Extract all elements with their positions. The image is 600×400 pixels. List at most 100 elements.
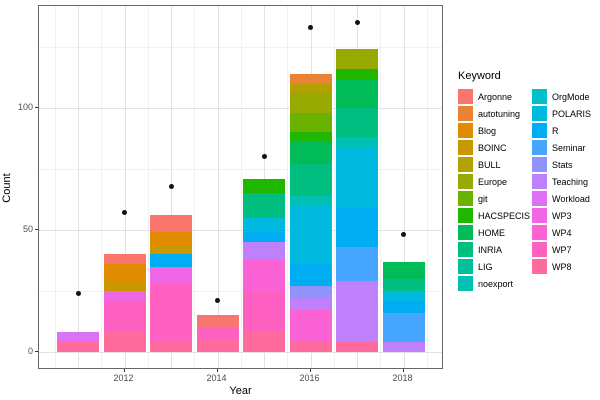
x-minor-gridline [333,6,335,368]
legend-item-Workload: Workload [532,190,600,207]
x-tick-mark [309,369,311,372]
data-point [308,24,313,30]
x-tick-mark [123,369,125,372]
legend-item-label: WP3 [552,210,572,221]
legend-item-label: Argonne [478,91,513,102]
bar-segment-WP7 [243,290,285,333]
legend-item-label: INRIA [478,244,503,255]
legend-item-LIG: LIG [458,258,532,275]
bar-segment-noexport [336,137,378,147]
legend-swatch [458,123,473,138]
y-axis-title: Count [1,173,13,203]
y-tick-label: 0 [27,346,33,356]
bar-segment-R [382,300,425,313]
bar-segment-Stats [289,286,332,299]
stacked-bar-2013 [150,215,192,352]
bar-segment-WP4 [243,259,285,291]
legend-swatch [458,140,473,155]
bar-segment-POLARIS [382,290,425,301]
bar-segment-Teaching [382,342,425,352]
bar-segment-WP8 [196,339,239,352]
bar-segment-Blog [103,264,146,282]
legend-item-label: Blog [478,125,497,136]
bar-segment-Europe [289,93,332,113]
bar-segment-BOINC [103,281,146,291]
bar-segment-WP7 [103,300,146,333]
stacked-bar-2012 [103,254,146,352]
bar-segment-Teaching [336,281,378,343]
legend-item-Europe: Europe [458,173,532,190]
legend-swatch [532,242,547,257]
bar-segment-POLARIS [243,217,285,233]
legend-item-label: LIG [478,261,493,272]
bar-segment-HOME [336,78,378,108]
bar-segment-Argonne [196,315,239,328]
legend-item-label: Teaching [552,176,589,187]
bar-segment-WP3 [103,290,146,301]
data-point [122,210,127,216]
x-minor-gridline [426,6,428,368]
bar-segment-HACSPECIS [243,178,285,194]
data-point [168,183,174,189]
stacked-bar-2014 [196,315,239,352]
legend-column: OrgMode POLARIS R Seminar Stats Teaching Workl… [532,88,600,292]
legend-item-label: R [552,125,559,136]
legend-item-label: autotuning [478,108,521,119]
legend-title: Keyword [458,70,501,82]
legend-swatch [532,208,547,223]
legend-item-HACSPECIS: HACSPECIS [458,207,532,224]
bar-segment-HACSPECIS [289,132,332,143]
bar-segment-R [336,207,378,248]
x-minor-gridline [240,6,242,368]
bar-segment-Blog [150,232,192,245]
bar-segment-HOME [289,142,332,165]
legend-item-Seminar: Seminar [532,139,600,156]
stacked-bar-2011 [57,332,99,352]
bar-segment-Seminar [336,247,378,282]
legend-swatch [532,140,547,155]
legend-item-label: Seminar [552,142,586,153]
legend-item-Stats: Stats [532,156,600,173]
y-minor-gridline [39,169,442,170]
legend-item-WP7: WP7 [532,241,600,258]
bar-segment-R [243,232,285,243]
y-tick-mark [35,351,38,352]
bar-segment-POLARIS [336,146,378,208]
bar-segment-Argonne [103,254,146,265]
legend-item-label: noexport [478,278,514,289]
legend-item-INRIA: INRIA [458,241,532,258]
legend-swatch [532,89,547,104]
bar-segment-R [150,254,192,267]
bar-segment-Teaching [243,242,285,260]
bar-segment-WP4 [289,310,332,343]
bar-segment-INRIA [382,278,425,291]
legend-item-HOME: HOME [458,224,532,241]
legend-item-Blog: Blog [458,122,532,139]
legend-item-Argonne: Argonne [458,88,532,105]
data-point [215,298,220,304]
legend-item-label: BOINC [478,142,507,153]
legend-item-label: HOME [478,227,505,238]
legend-swatch [458,89,473,104]
y-major-gridline [39,230,442,231]
x-minor-gridline [194,6,196,368]
legend-swatch [458,225,473,240]
legend-item-noexport: noexport [458,275,532,292]
legend-item-label: WP7 [552,244,572,255]
legend-swatch [532,225,547,240]
bar-segment-Teaching [289,298,332,311]
legend-swatch [458,174,473,189]
legend-item-label: WP4 [552,227,572,238]
legend-swatch [458,191,473,206]
stacked-bar-2015 [243,178,285,352]
bar-segment-git [289,112,332,133]
bar-segment-WP7 [196,327,239,340]
bar-segment-Europe [336,49,378,69]
x-minor-gridline [101,6,103,368]
legend-item-label: BULL [478,159,501,170]
x-major-gridline [78,6,79,368]
legend: Keyword Argonne autotuning Blog BOINC BULL Eu… [458,70,600,292]
x-minor-gridline [287,6,289,368]
y-tick-mark [35,107,38,108]
